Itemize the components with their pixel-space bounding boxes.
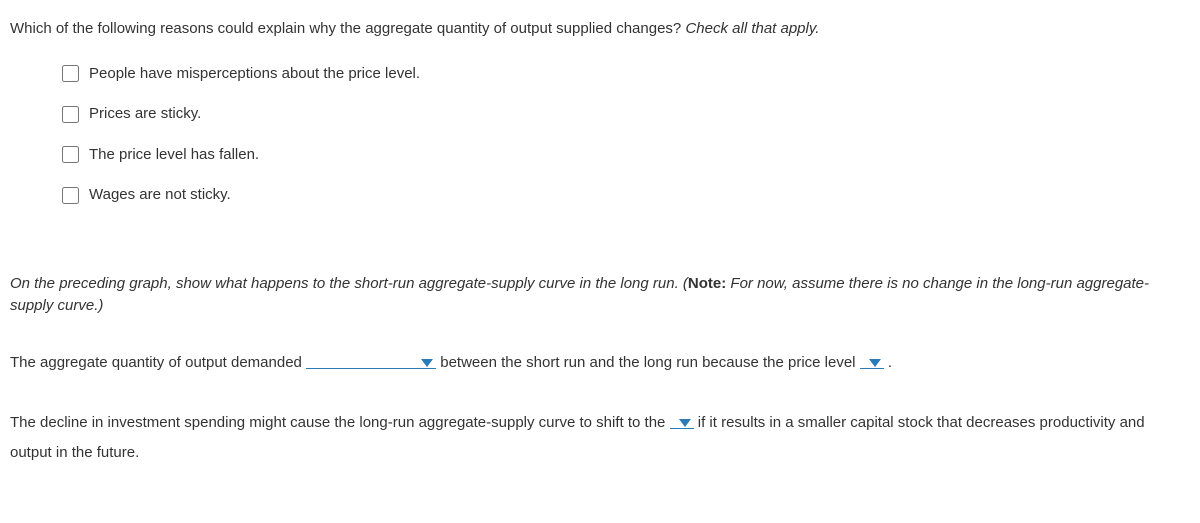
fill1-before: The aggregate quantity of output demande… (10, 354, 306, 371)
checkbox-option: The price level has fallen. (62, 144, 1190, 167)
note-label: Note: (688, 275, 726, 292)
graph-instruction: On the preceding graph, show what happen… (10, 273, 1190, 318)
checkbox-group: People have misperceptions about the pri… (10, 63, 1190, 207)
checkbox-label: People have misperceptions about the pri… (89, 63, 420, 86)
checkbox-input-option-4[interactable] (62, 187, 79, 204)
checkbox-input-option-1[interactable] (62, 65, 79, 82)
dropdown-quantity-change[interactable] (306, 359, 436, 369)
fill1-after: . (888, 354, 892, 371)
fill-in-line-1: The aggregate quantity of output demande… (10, 348, 1190, 378)
checkbox-label: Prices are sticky. (89, 103, 201, 126)
dropdown-shift-direction[interactable] (670, 419, 694, 429)
checkbox-input-option-2[interactable] (62, 106, 79, 123)
checkbox-option: Prices are sticky. (62, 103, 1190, 126)
fill2-before: The decline in investment spending might… (10, 414, 670, 431)
instruction-text-before: On the preceding graph, show what happen… (10, 275, 688, 292)
chevron-down-icon (421, 359, 433, 367)
prompt-main-text: Which of the following reasons could exp… (10, 20, 681, 37)
question-prompt: Which of the following reasons could exp… (10, 18, 1190, 41)
prompt-hint-text: Check all that apply. (685, 20, 819, 37)
dropdown-price-level[interactable] (860, 359, 884, 369)
checkbox-option: People have misperceptions about the pri… (62, 63, 1190, 86)
chevron-down-icon (869, 359, 881, 367)
checkbox-label: Wages are not sticky. (89, 184, 231, 207)
checkbox-label: The price level has fallen. (89, 144, 259, 167)
chevron-down-icon (679, 419, 691, 427)
checkbox-option: Wages are not sticky. (62, 184, 1190, 207)
checkbox-input-option-3[interactable] (62, 146, 79, 163)
fill1-middle: between the short run and the long run b… (440, 354, 859, 371)
fill-in-line-2: The decline in investment spending might… (10, 408, 1190, 468)
